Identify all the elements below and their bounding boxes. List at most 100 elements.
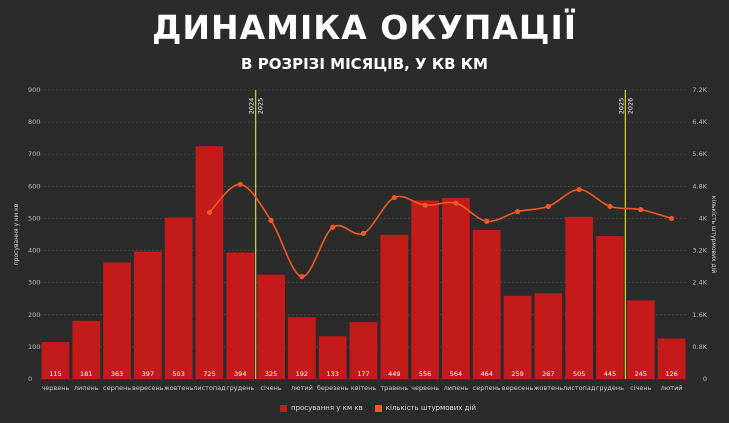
line-point	[668, 215, 675, 222]
bar-value-label: 394	[234, 370, 246, 378]
legend-label-line: кількість штурмових дій	[385, 404, 476, 412]
x-tick-label: квітень	[351, 384, 377, 392]
bar-value-label: 267	[542, 370, 554, 378]
y2-tick-label: 2.4K	[692, 279, 707, 287]
bar	[411, 200, 439, 379]
y-tick-label: 300	[28, 279, 40, 287]
bar	[72, 320, 101, 379]
y2-tick-label: 1.6K	[692, 311, 707, 319]
bar-value-label: 177	[357, 370, 369, 378]
bar	[472, 230, 501, 379]
y-tick-label: 0	[28, 375, 32, 383]
bar-value-label: 505	[573, 370, 585, 378]
legend-swatch-line	[374, 404, 382, 412]
y-tick-label: 600	[28, 182, 40, 190]
bar	[164, 217, 193, 379]
x-tick-label: січень	[630, 384, 651, 392]
x-tick-label: вересень	[132, 384, 164, 392]
line-point	[422, 202, 428, 208]
line-point	[638, 207, 644, 213]
x-tick-label: травень	[380, 384, 408, 392]
y-tick-label: 700	[28, 150, 40, 158]
year-label: 2025	[617, 98, 625, 115]
x-tick-label: червень	[411, 384, 439, 392]
line-point	[576, 186, 582, 193]
bar-value-label: 133	[326, 370, 338, 378]
y-tick-label: 800	[28, 118, 40, 126]
line-point	[237, 181, 243, 187]
bar-value-label: 115	[49, 370, 61, 378]
bar	[288, 317, 316, 379]
bar-value-label: 503	[172, 370, 184, 378]
y-axis-label: просування у км кв	[13, 203, 20, 265]
bar	[349, 322, 378, 379]
y2-tick-label: 7.2K	[692, 86, 707, 94]
bar-value-label: 556	[419, 370, 431, 378]
bar	[380, 234, 409, 379]
bar	[103, 262, 131, 379]
x-tick-label: січень	[260, 384, 281, 392]
bar	[596, 236, 624, 379]
x-tick-label: серпень	[103, 384, 131, 392]
bar-value-label: 725	[203, 370, 215, 378]
bar-value-label: 181	[80, 370, 92, 378]
x-tick-label: грудень	[596, 384, 624, 392]
line-point	[484, 218, 490, 224]
bar-value-label: 564	[450, 370, 462, 378]
x-tick-label: серпень	[473, 384, 501, 392]
x-tick-label: липень	[444, 384, 469, 392]
y2-tick-label: 0	[703, 375, 707, 383]
line-point	[545, 203, 551, 210]
bar	[442, 197, 470, 379]
x-tick-label: лютий	[291, 384, 313, 392]
bar	[534, 293, 563, 379]
chart-legend: просування у км кв кількість штурмових д…	[280, 404, 476, 412]
line-point	[206, 209, 213, 216]
bar	[318, 336, 347, 379]
line-point	[360, 230, 367, 236]
x-tick-label: листопад	[193, 384, 226, 392]
x-tick-label: листопад	[563, 384, 596, 392]
bar-value-label: 445	[604, 370, 616, 378]
y2-tick-label: 0.8K	[692, 343, 707, 351]
series-line	[208, 183, 672, 278]
bar	[195, 146, 224, 379]
y2-tick-label: 4K	[699, 214, 708, 222]
bar-value-label: 126	[665, 370, 677, 378]
bar	[503, 295, 532, 379]
y2-tick-label: 6.4K	[692, 118, 707, 126]
x-tick-label: вересень	[502, 384, 534, 392]
legend-item-line: кількість штурмових дій	[374, 404, 476, 412]
line-point	[453, 200, 459, 206]
x-tick-label: жовтень	[534, 384, 564, 392]
line-point	[330, 224, 336, 230]
bar	[226, 252, 255, 379]
x-tick-label: липень	[74, 384, 99, 392]
y-tick-label: 900	[28, 86, 40, 94]
line-point	[514, 209, 521, 215]
year-label: 2024	[248, 98, 256, 115]
y2-tick-label: 4.8K	[692, 182, 707, 190]
bar-value-label: 397	[142, 370, 154, 378]
x-tick-label: червень	[41, 384, 69, 392]
y2-axis-label: кількість штурмових дій	[710, 196, 717, 273]
bar	[626, 300, 655, 379]
bar	[133, 251, 162, 379]
chart-title: ДИНАМІКА ОКУПАЦІЇ	[151, 8, 578, 47]
bar-value-label: 259	[511, 370, 523, 378]
y2-tick-label: 5.6K	[692, 150, 707, 158]
bar	[565, 216, 594, 379]
bar	[657, 338, 686, 379]
x-tick-label: лютий	[661, 384, 683, 392]
legend-item-bars: просування у км кв	[280, 404, 363, 412]
x-tick-label: березень	[317, 384, 349, 392]
y-tick-label: 500	[28, 214, 40, 222]
x-tick-label: жовтень	[164, 384, 194, 392]
y-tick-label: 400	[28, 247, 40, 255]
bar	[41, 342, 70, 379]
y2-tick-label: 3.2K	[692, 247, 707, 255]
year-label: 2026	[626, 98, 634, 115]
bar-value-label: 464	[481, 370, 493, 378]
bar-value-label: 325	[265, 370, 277, 378]
year-label: 2025	[257, 98, 265, 115]
